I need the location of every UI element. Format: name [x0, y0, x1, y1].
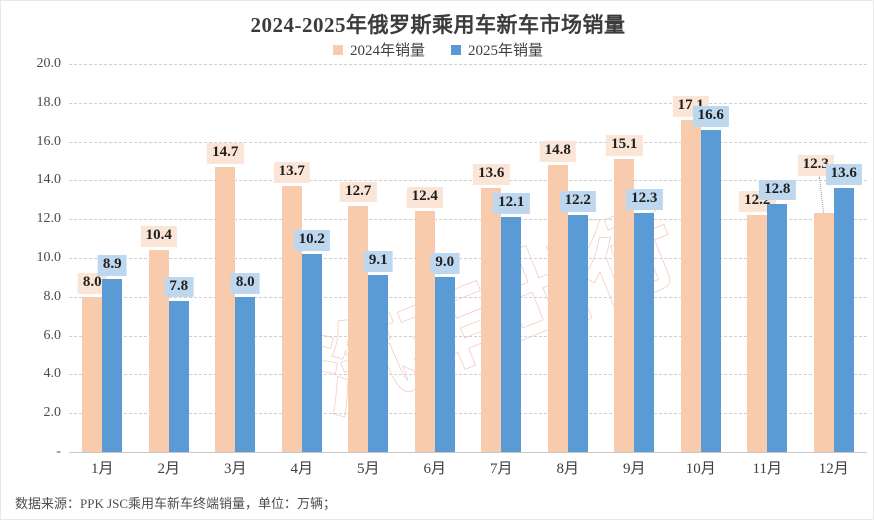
- bar-2025-5月[interactable]: [368, 275, 389, 452]
- data-label-2025-12月: 13.6: [825, 164, 862, 185]
- bar-2025-9月[interactable]: [634, 213, 655, 452]
- bar-2024-12月[interactable]: [813, 213, 834, 452]
- bar-2025-10月[interactable]: [700, 129, 721, 452]
- bar-2024-3月[interactable]: [215, 166, 236, 452]
- bar-2024-7月[interactable]: [481, 188, 502, 452]
- legend-item-2025[interactable]: 2025年销量: [451, 39, 543, 60]
- data-label-2024-5月: 12.7: [340, 181, 377, 203]
- x-axis-tick: 5月: [356, 461, 380, 477]
- data-label-2025-8月: 12.2: [559, 191, 596, 213]
- bar-2024-10月[interactable]: [680, 120, 701, 452]
- data-label-2024-6月: 12.4: [406, 187, 443, 209]
- x-axis-tick: 7月: [489, 461, 513, 477]
- axis-baseline: [69, 452, 867, 453]
- data-label-2024-9月: 15.1: [606, 135, 643, 156]
- x-axis-tick: 12月: [818, 461, 849, 477]
- data-label-2024-4月: 13.7: [273, 162, 310, 183]
- data-label-2025-9月: 12.3: [626, 189, 663, 211]
- y-axis-tick: 10.0: [36, 250, 62, 265]
- bar-2024-9月[interactable]: [614, 159, 635, 452]
- bar-2024-11月[interactable]: [747, 215, 768, 452]
- gridline: [69, 335, 867, 337]
- bar-2024-2月[interactable]: [148, 250, 169, 452]
- x-axis-tick: 8月: [556, 461, 579, 477]
- bar-2025-12月[interactable]: [833, 188, 854, 452]
- data-label-2024-2月: 10.4: [140, 226, 177, 247]
- source-note: 数据来源：PPK JSC乘用车新车终端销量，单位：万辆；: [15, 496, 337, 511]
- legend-swatch-2024: [332, 44, 343, 55]
- x-axis-tick: 6月: [423, 461, 446, 477]
- x-axis-tick: 9月: [622, 461, 646, 477]
- chart-legend: 2024年销量 2025年销量: [1, 39, 874, 60]
- y-axis-tick: 16.0: [36, 133, 62, 149]
- data-label-2025-2月: 7.8: [164, 276, 194, 298]
- bar-2025-7月[interactable]: [501, 217, 522, 452]
- bar-2024-8月[interactable]: [547, 164, 568, 452]
- gridline: [69, 374, 867, 376]
- gridline: [69, 141, 867, 143]
- x-axis-tick: 10月: [685, 461, 716, 477]
- y-axis-tick: 14.0: [36, 172, 62, 188]
- bar-2024-4月[interactable]: [281, 186, 302, 452]
- gridline: [69, 219, 867, 221]
- x-axis-tick: 2月: [157, 461, 180, 477]
- data-label-2024-3月: 14.7: [207, 142, 244, 164]
- bar-2024-6月[interactable]: [414, 211, 435, 452]
- y-axis-tick: 20.0: [36, 56, 62, 71]
- bar-2025-11月[interactable]: [767, 203, 788, 452]
- bar-2025-3月[interactable]: [235, 296, 256, 452]
- x-axis-tick: 1月: [90, 461, 114, 477]
- x-axis-tick: 3月: [223, 461, 247, 477]
- x-axis-tick: 4月: [290, 461, 313, 477]
- gridline: [69, 102, 867, 104]
- bar-2025-4月[interactable]: [301, 254, 322, 452]
- data-label-leader-line: [818, 177, 824, 214]
- gridline: [69, 296, 867, 298]
- bar-2025-1月[interactable]: [102, 279, 123, 452]
- gridline: [69, 258, 867, 259]
- data-label-2024-1月: 8.0: [77, 272, 107, 294]
- legend-item-2024[interactable]: 2024年销量: [332, 39, 425, 60]
- x-axis-tick: 11月: [752, 461, 782, 477]
- data-label-2025-7月: 12.1: [493, 193, 530, 214]
- gridline: [69, 180, 867, 182]
- bar-2025-8月[interactable]: [567, 215, 588, 452]
- data-label-2025-6月: 9.0: [430, 253, 460, 275]
- data-label-2025-3月: 8.0: [230, 272, 260, 294]
- y-axis-tick: 6.0: [43, 327, 62, 343]
- bar-2024-5月[interactable]: [348, 205, 369, 452]
- legend-swatch-2025: [451, 44, 461, 55]
- gridline: [69, 413, 867, 415]
- gridline: [69, 64, 867, 65]
- data-label-2025-10月: 16.6: [692, 105, 729, 127]
- data-label-2024-12月: 12.3: [797, 155, 834, 177]
- data-label-2024-8月: 14.8: [539, 140, 576, 162]
- plot-area: 汽车出行 8.08.910.47.814.78.013.710.212.79.1…: [69, 64, 867, 453]
- data-label-2025-4月: 10.2: [293, 230, 330, 251]
- bar-2025-2月[interactable]: [168, 300, 189, 452]
- legend-label-2025: 2025年销量: [468, 43, 544, 59]
- chart-title: 2024-2025年俄罗斯乘用车新车市场销量: [250, 13, 626, 37]
- data-label-2024-7月: 13.6: [473, 164, 510, 185]
- data-label-2025-1月: 8.9: [97, 255, 127, 277]
- bar-2024-1月[interactable]: [82, 296, 103, 452]
- y-axis-tick: 12.0: [36, 211, 62, 227]
- bar-2025-6月[interactable]: [434, 277, 455, 452]
- data-label-2025-5月: 9.1: [363, 251, 393, 273]
- y-axis-tick: 8.0: [43, 288, 62, 304]
- legend-label-2024: 2024年销量: [349, 43, 425, 59]
- y-axis-tick: 4.0: [43, 366, 62, 382]
- y-axis-tick: -: [56, 444, 61, 459]
- y-axis-tick: 18.0: [36, 94, 62, 110]
- data-label-2025-11月: 12.8: [759, 179, 796, 201]
- y-axis-tick: 2.0: [43, 405, 62, 421]
